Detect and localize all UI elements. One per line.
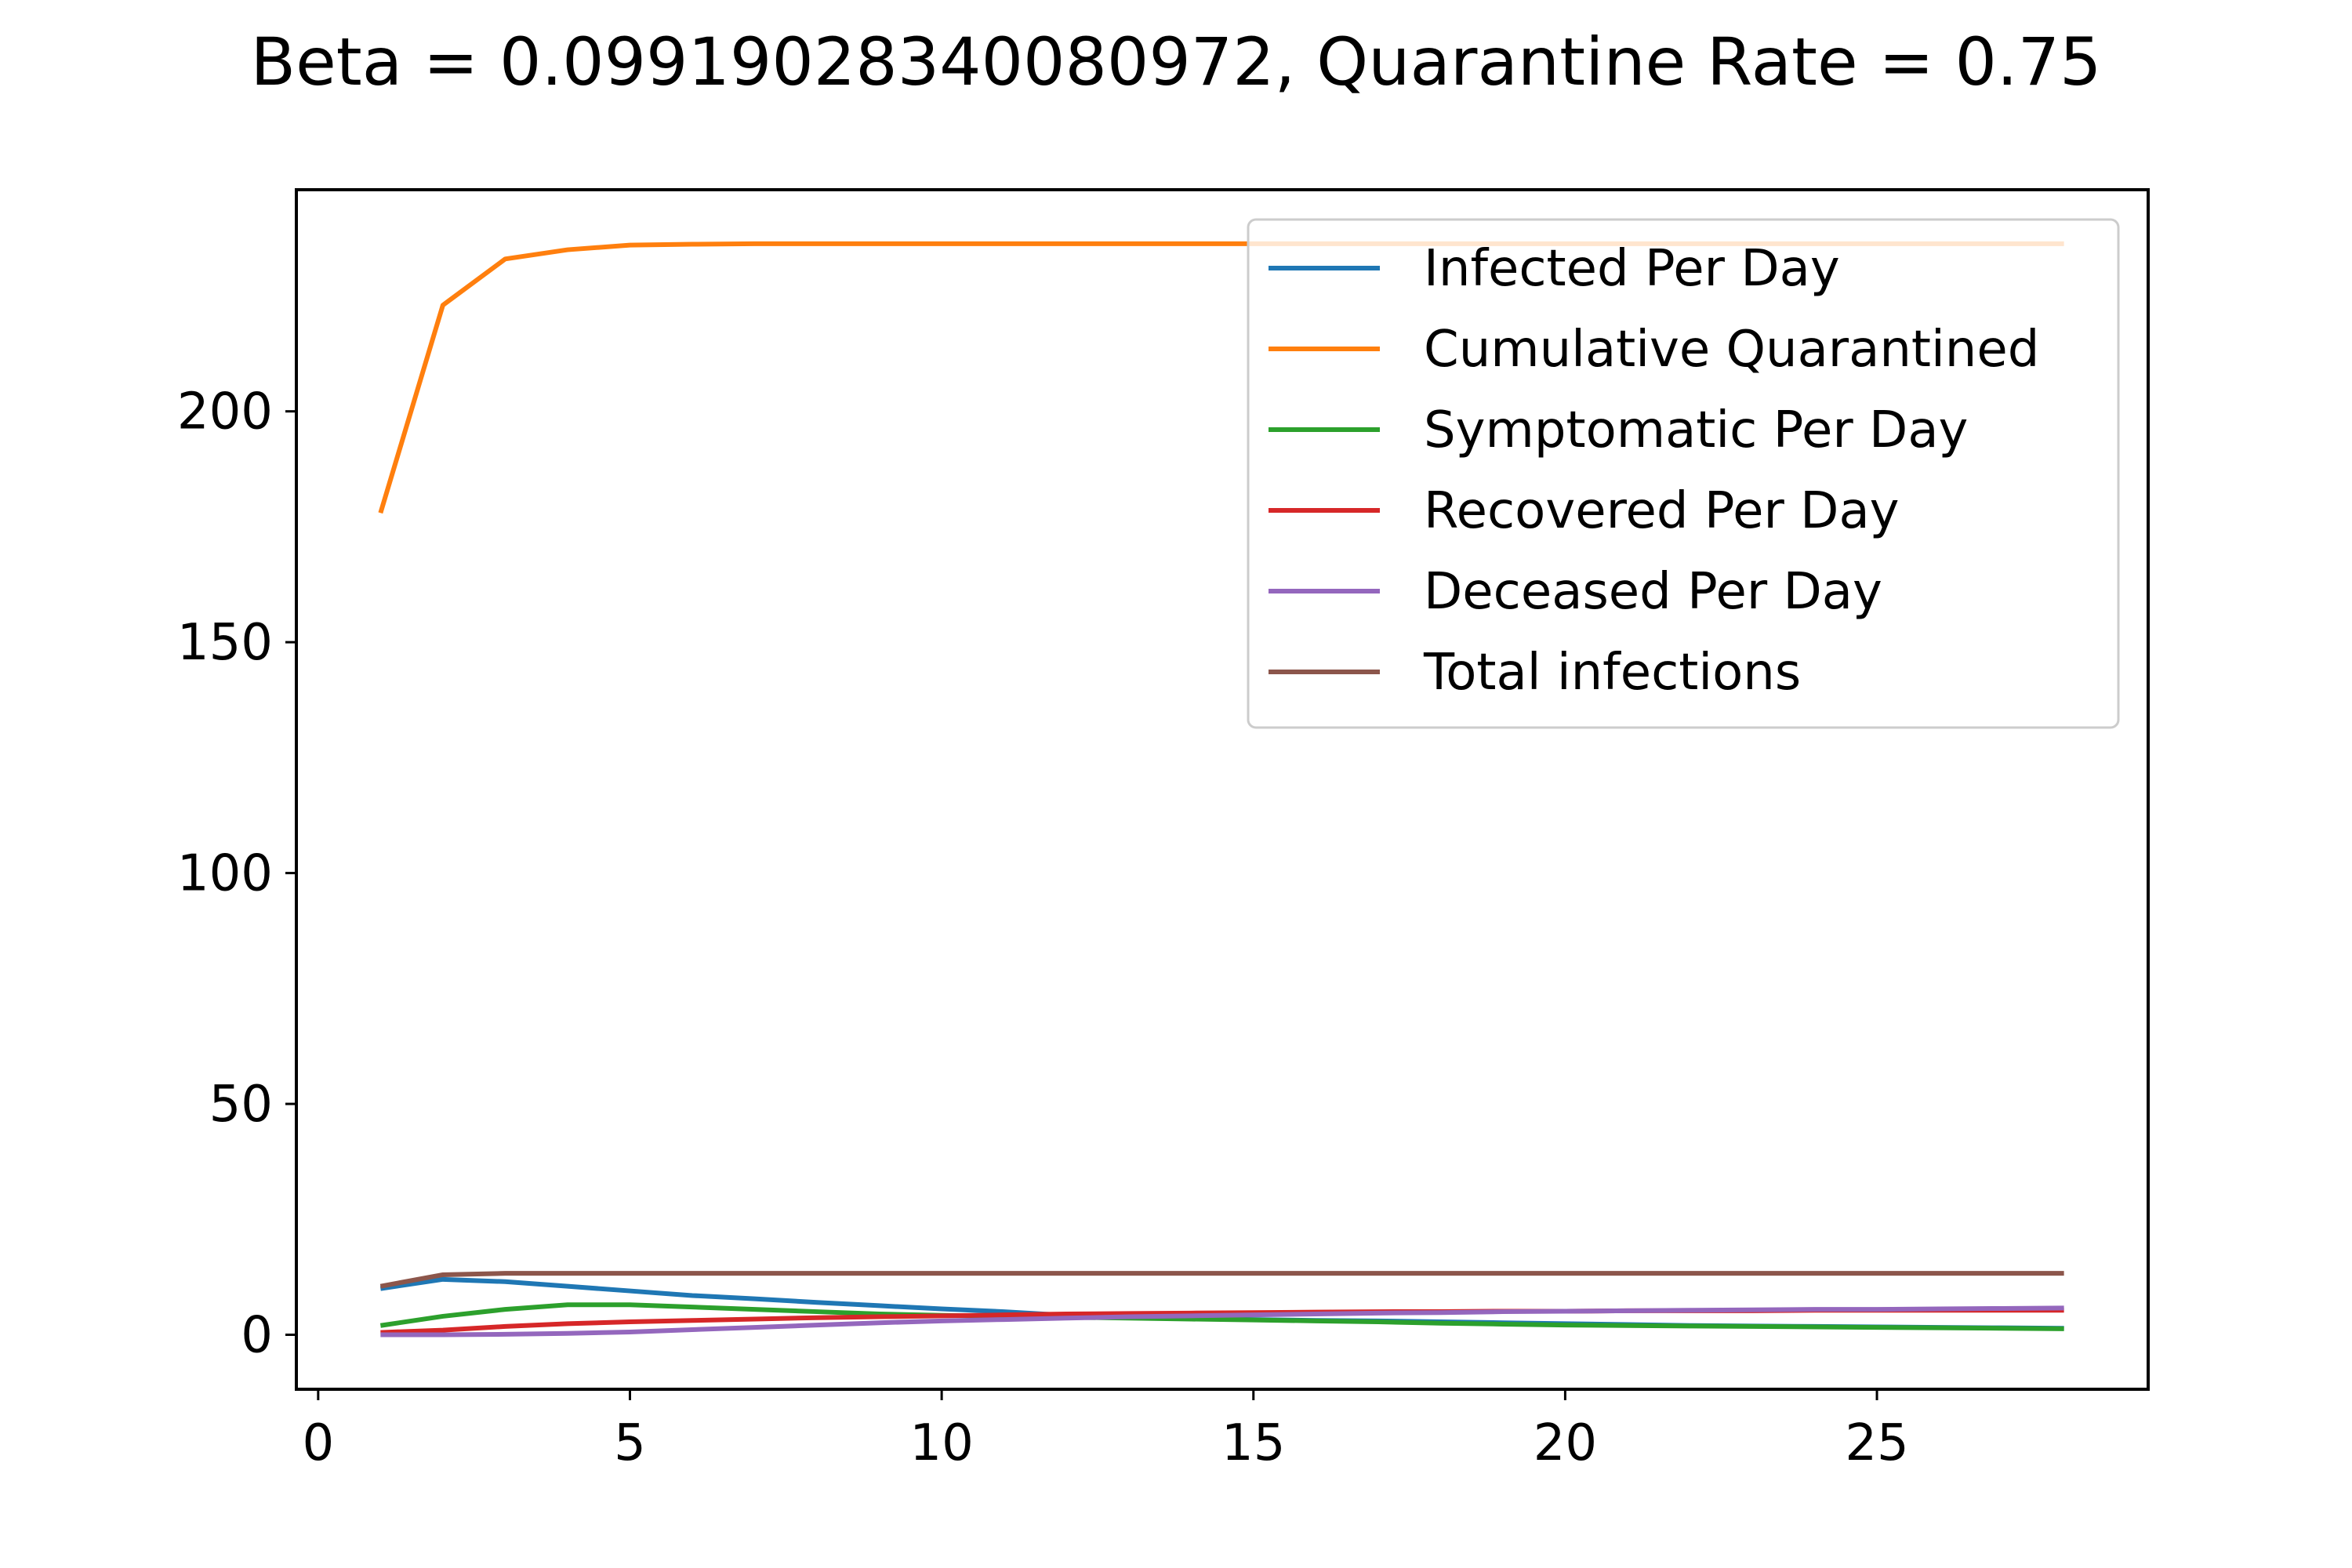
series-line-symptomatic-per-day <box>379 1302 2064 1331</box>
legend-label-cumulative-quarantined: Cumulative Quarantined <box>1424 321 2039 379</box>
y-tick-label: 0 <box>241 1307 273 1365</box>
series-layer <box>378 241 2064 1338</box>
x-axis: 0 5 10 15 20 25 <box>302 1389 1909 1472</box>
legend-label-recovered-per-day: Recovered Per Day <box>1424 482 1900 540</box>
x-tick-label: 25 <box>1845 1414 1908 1472</box>
y-tick-label: 50 <box>209 1076 273 1134</box>
chart-title: Beta = 0.09919028340080972, Quarantine R… <box>250 24 2102 100</box>
x-tick-label: 20 <box>1534 1414 1597 1472</box>
series-line-total-infections <box>379 1271 2064 1289</box>
legend-label-symptomatic-per-day: Symptomatic Per Day <box>1424 401 1968 459</box>
y-tick-label: 100 <box>177 845 273 903</box>
plot-frame <box>295 188 2150 1391</box>
legend-box <box>1247 218 2120 729</box>
x-tick-label: 10 <box>909 1414 973 1472</box>
legend: Infected Per Day Cumulative Quarantined Sy… <box>1247 218 2120 729</box>
y-axis: 0 50 100 150 200 <box>177 383 296 1365</box>
y-tick-label: 200 <box>177 383 273 441</box>
x-tick-label: 0 <box>302 1414 334 1472</box>
series-line-deceased-per-day <box>380 1305 2064 1338</box>
x-tick-label: 5 <box>614 1414 646 1472</box>
x-tick-label: 15 <box>1221 1414 1285 1472</box>
y-tick-label: 150 <box>177 614 273 672</box>
legend-label-infected-per-day: Infected Per Day <box>1424 240 1840 298</box>
legend-label-total-infections: Total infections <box>1423 644 1801 702</box>
legend-label-deceased-per-day: Deceased Per Day <box>1424 563 1882 621</box>
